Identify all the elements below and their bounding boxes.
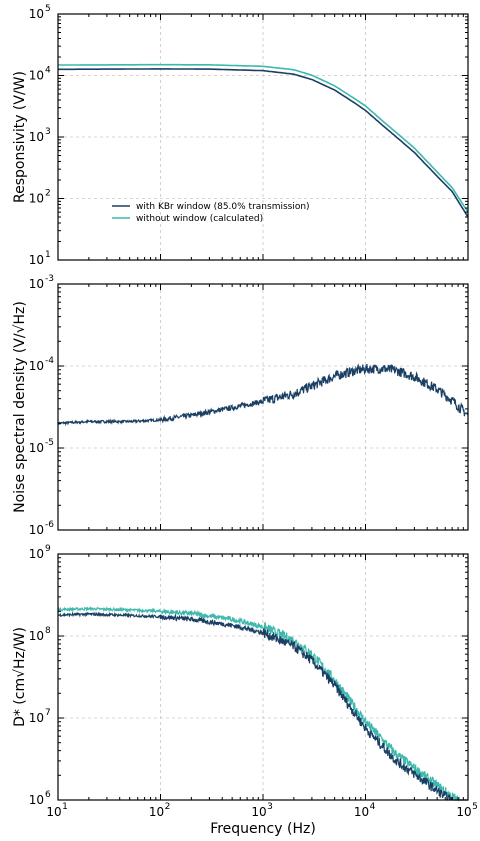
- responsivity-y-axis-label: Responsivity (V/W): [12, 71, 28, 203]
- x-tick-exponent: 4: [370, 802, 376, 812]
- series-line: [58, 63, 469, 213]
- x-tick-label: 10: [149, 805, 164, 819]
- x-tick-exponent: 5: [472, 802, 478, 812]
- y-tick-label: 10: [29, 523, 44, 537]
- y-tick-label: 10: [29, 711, 44, 725]
- y-tick-label: 10: [29, 130, 44, 144]
- x-tick-label: 10: [251, 805, 266, 819]
- y-tick-exponent: 6: [45, 790, 51, 800]
- detectivity-grid: [58, 554, 468, 800]
- y-tick-label: 10: [29, 192, 44, 206]
- y-tick-exponent: -3: [45, 274, 54, 284]
- y-tick-exponent: 8: [45, 626, 51, 636]
- noise-series: [57, 363, 469, 427]
- y-tick-label: 10: [29, 69, 44, 83]
- y-tick-exponent: 4: [45, 66, 51, 76]
- y-tick-label: 10: [29, 277, 44, 291]
- noise-grid: [58, 284, 468, 530]
- series-line: [57, 611, 468, 801]
- series-line: [58, 68, 469, 218]
- legend-label-no-window: without window (calculated): [136, 214, 263, 224]
- x-tick-label: 10: [456, 805, 471, 819]
- y-tick-label: 10: [29, 359, 44, 373]
- y-tick-label: 10: [29, 253, 44, 267]
- x-tick-exponent: 1: [62, 802, 68, 812]
- y-tick-label: 10: [29, 629, 44, 643]
- y-tick-exponent: -6: [45, 520, 54, 530]
- y-tick-exponent: 9: [45, 544, 51, 554]
- y-tick-exponent: 2: [45, 189, 51, 199]
- y-tick-exponent: 1: [45, 250, 51, 260]
- series-line: [57, 606, 468, 802]
- y-tick-label: 10: [29, 441, 44, 455]
- noise-ticks: 10-610-510-410-3: [29, 274, 469, 537]
- responsivity-grid: [58, 14, 468, 260]
- noise-panel: 10-610-510-410-3 Noise spectral density …: [12, 274, 469, 537]
- noise-y-axis-label: Noise spectral density (V/√Hz): [12, 301, 28, 513]
- legend-label-kbr: with KBr window (85.0% transmission): [136, 202, 310, 212]
- x-tick-label: 10: [354, 805, 369, 819]
- y-tick-exponent: -4: [45, 356, 54, 366]
- y-tick-label: 10: [29, 547, 44, 561]
- y-tick-exponent: 5: [45, 4, 51, 14]
- detectivity-y-axis-label: D* (cm√Hz/W): [12, 627, 28, 727]
- legend: with KBr window (85.0% transmission) wit…: [112, 202, 310, 224]
- series-line: [57, 363, 469, 427]
- detectivity-series: [57, 606, 468, 802]
- y-tick-label: 10: [29, 7, 44, 21]
- y-tick-label: 10: [29, 793, 44, 807]
- responsivity-series: [58, 63, 469, 218]
- y-tick-exponent: 7: [45, 708, 51, 718]
- y-tick-exponent: -5: [45, 438, 54, 448]
- y-tick-exponent: 3: [45, 127, 51, 137]
- x-tick-label: 10: [46, 805, 61, 819]
- x-tick-exponent: 3: [267, 802, 273, 812]
- x-axis-label: Frequency (Hz): [210, 821, 316, 837]
- x-tick-exponent: 2: [165, 802, 171, 812]
